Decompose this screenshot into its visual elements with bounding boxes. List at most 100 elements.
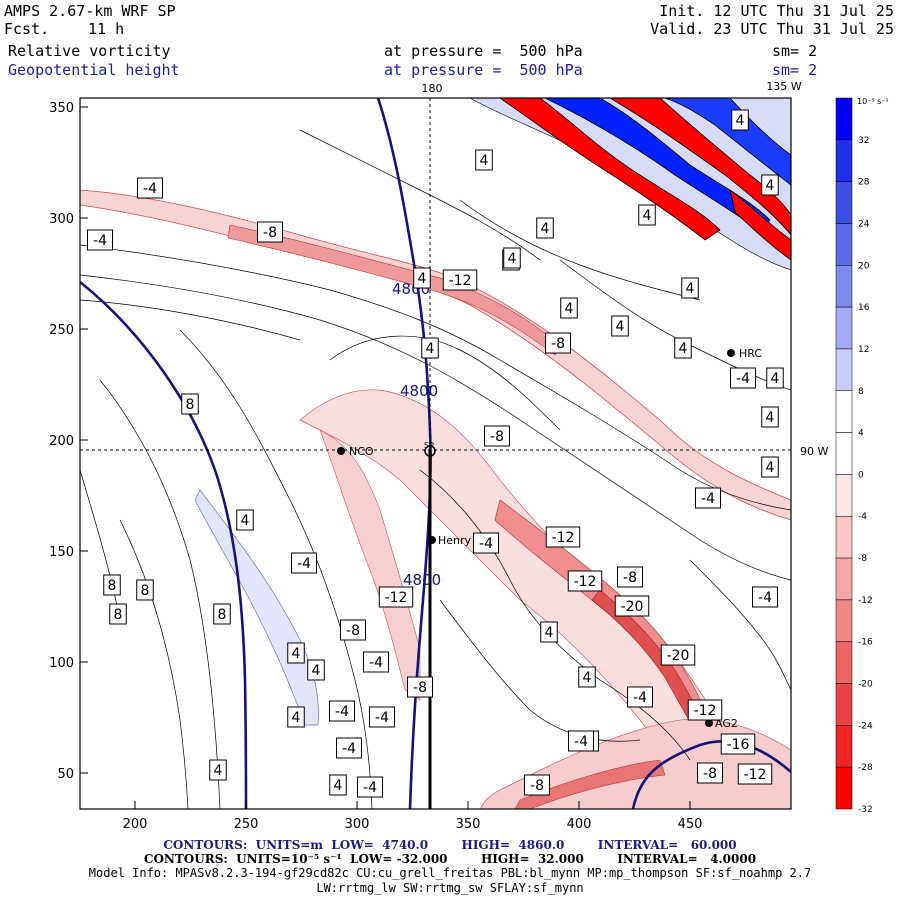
colorbar-label: 4 <box>858 429 864 439</box>
vort-label-box <box>617 566 643 588</box>
vort-label-box <box>484 425 510 447</box>
smoothing-vorticity: sm= 2 <box>772 42 818 60</box>
vort-label-box <box>660 644 696 666</box>
vort-label-box <box>475 149 493 171</box>
colorbar-label: 8 <box>858 387 864 397</box>
vort-label: -20 <box>621 599 644 615</box>
vort-label-box <box>257 221 283 243</box>
colorbar-swatch <box>835 139 853 182</box>
x-tick-label: 350 <box>456 817 481 832</box>
y-tick-label: 150 <box>49 545 74 560</box>
plot-frame <box>79 97 792 810</box>
init-time: Init. 12 UTC Thu 31 Jul 25 <box>659 2 894 20</box>
vort-label: 8 <box>141 583 150 599</box>
vort-label: -4 <box>369 655 383 671</box>
vort-label-box <box>287 706 305 728</box>
vort-label: -8 <box>346 623 360 639</box>
station-marker <box>727 349 735 357</box>
vort-label: 4 <box>480 153 489 169</box>
meridian-label-90w: 90 W <box>800 445 828 458</box>
vort-label: -8 <box>413 680 427 696</box>
vort-label-box <box>181 393 199 415</box>
field-height: Geopotential height <box>8 61 180 79</box>
vort-positive-west <box>194 489 319 726</box>
vort-label-box <box>697 762 723 784</box>
vort-label-box <box>695 487 721 509</box>
colorbar-swatch <box>835 599 853 642</box>
colorbar-label: 12 <box>858 345 869 355</box>
vort-label-box <box>674 337 692 359</box>
vorticity-contour-info: CONTOURS: UNITS=10⁻⁵ s⁻¹ LOW= -32.000 HI… <box>143 852 757 866</box>
valid-time: Valid. 23 UTC Thu 31 Jul 25 <box>650 20 894 38</box>
colorbar-label: -8 <box>858 554 867 564</box>
vort-label-box <box>540 621 558 643</box>
colorbar-label: 28 <box>858 178 870 188</box>
vort-label: -20 <box>667 648 690 664</box>
station-label-hrc: HRC <box>739 347 762 360</box>
colorbar-label: 24 <box>858 219 870 229</box>
vort-label: -12 <box>385 590 408 606</box>
vort-label-box <box>421 337 439 359</box>
colorbar-unit: 10⁻⁵ s⁻¹ <box>857 97 889 106</box>
vort-label-box <box>137 177 163 199</box>
vort-label: 8 <box>218 607 227 623</box>
vort-label-box <box>567 570 603 592</box>
y-tick-label: 100 <box>49 656 74 671</box>
height-contour-4860 <box>631 739 791 809</box>
vort-label-box <box>378 586 414 608</box>
colorbar-swatch <box>835 641 853 684</box>
vort-label: 4 <box>334 778 343 794</box>
vort-label-box <box>357 776 383 798</box>
x-tick-label: 450 <box>678 817 703 832</box>
meridian-label-180: 180 <box>422 82 443 95</box>
vort-label: 4 <box>686 281 695 297</box>
vort-label: -8 <box>623 570 637 586</box>
station-label-nco: NCO <box>349 445 374 458</box>
station-marker-sp <box>424 445 436 457</box>
vort-label-box <box>687 699 723 721</box>
vort-label-box <box>407 676 433 698</box>
vort-label-box <box>638 204 656 226</box>
station-label-henry: Henry <box>438 534 472 547</box>
vort-label-box <box>442 269 478 291</box>
vort-label: -4 <box>93 233 107 249</box>
colorbar: 10⁻⁵ s⁻¹ 32 28 24 20 16 12 8 4 0 -4 -8 -12 -16 -20 -24… <box>835 97 889 815</box>
colorbar-swatch <box>835 348 853 392</box>
model-info-physics: LW:rrtmg_lw SW:rrtmg_sw SFLAY:sf_mynn <box>316 881 584 895</box>
vort-label: -8 <box>530 778 544 794</box>
colorbar-swatch <box>835 390 853 433</box>
vort-label: -4 <box>736 371 750 387</box>
x-tick-label: 200 <box>123 817 148 832</box>
vort-label-box <box>369 706 395 728</box>
vort-label-box <box>209 759 227 781</box>
station-marker <box>337 447 345 455</box>
colorbar-label: -4 <box>858 512 867 522</box>
vort-label: 8 <box>186 397 195 413</box>
vort-label-box <box>545 526 581 548</box>
vort-band-southeast-inner <box>514 759 666 809</box>
vort-label: -4 <box>335 704 349 720</box>
vort-label-box <box>560 297 578 319</box>
vort-label: -12 <box>694 703 717 719</box>
colorbar-swatch <box>835 432 853 475</box>
height-contour-4740 <box>80 280 248 809</box>
vort-label: -12 <box>574 574 597 590</box>
colorbar-label: -12 <box>858 596 873 606</box>
vort-label-box <box>291 552 317 574</box>
vort-label-box <box>761 406 779 428</box>
station-marker <box>705 719 713 727</box>
vort-label-box <box>524 774 550 796</box>
vort-label-box <box>737 763 773 785</box>
forecast-hour: 11 h <box>88 20 125 38</box>
vort-label-box <box>413 267 431 289</box>
vort-core-north <box>227 224 561 356</box>
vort-label-box <box>329 774 347 796</box>
vort-label-box <box>536 217 554 239</box>
colorbar-swatch <box>835 181 853 224</box>
vort-label-box <box>752 586 778 608</box>
vort-label: 4 <box>418 271 427 287</box>
vort-label-box <box>568 730 594 752</box>
vort-label-box <box>307 659 325 681</box>
vort-label: -8 <box>263 225 277 241</box>
